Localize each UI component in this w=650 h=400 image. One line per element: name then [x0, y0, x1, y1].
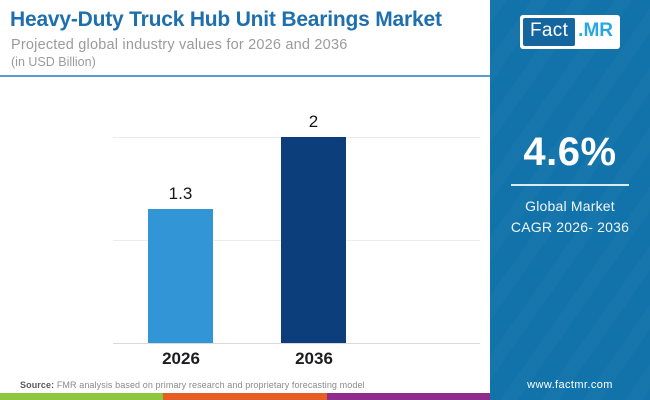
source-text: FMR analysis based on primary research a…	[54, 380, 365, 390]
bar-value-label: 2	[308, 112, 319, 131]
factmr-logo: Fact .MR	[520, 15, 620, 49]
bar-value-label: 1.3	[168, 184, 193, 204]
cagr-label-line1: Global Market	[525, 198, 615, 214]
x-axis-label-2026: 2026	[162, 349, 200, 368]
content-area: Heavy-Duty Truck Hub Unit Bearings Marke…	[0, 0, 490, 400]
website-link[interactable]: www.factmr.com	[527, 379, 613, 391]
bar-2036	[281, 137, 346, 343]
bar-group-2036: 2	[281, 112, 346, 343]
strip-segment-purple	[326, 393, 490, 400]
bar-2026	[148, 209, 213, 343]
strip-segment-orange	[163, 393, 327, 400]
source-label: Source:	[20, 380, 55, 390]
strip-segment-green	[0, 393, 164, 400]
cagr-value: 4.6%	[523, 130, 617, 174]
cagr-block: 4.6% Global Market CAGR 2026- 2036	[490, 130, 650, 238]
sidebar: Fact .MR 4.6% Global Market CAGR 2026- 2…	[490, 0, 650, 400]
color-strip	[0, 393, 490, 400]
bar-group-2026: 1.3	[148, 184, 213, 343]
subtitle: Projected global industry values for 202…	[11, 36, 348, 53]
x-axis-line	[113, 343, 480, 344]
logo-fact-part: Fact	[523, 18, 576, 46]
page-title: Heavy-Duty Truck Hub Unit Bearings Marke…	[10, 8, 442, 31]
bar-chart: 1.3 2 2026 2036	[0, 79, 490, 369]
source-note: Source: FMR analysis based on primary re…	[20, 380, 365, 390]
cagr-label-line2: CAGR 2026- 2036	[510, 219, 630, 235]
unit-note: (in USD Billion)	[11, 54, 96, 69]
x-axis-label-2036: 2036	[295, 349, 333, 368]
cagr-divider	[511, 184, 629, 186]
header: Heavy-Duty Truck Hub Unit Bearings Marke…	[0, 0, 490, 77]
logo-mr-part: .MR	[578, 20, 613, 41]
